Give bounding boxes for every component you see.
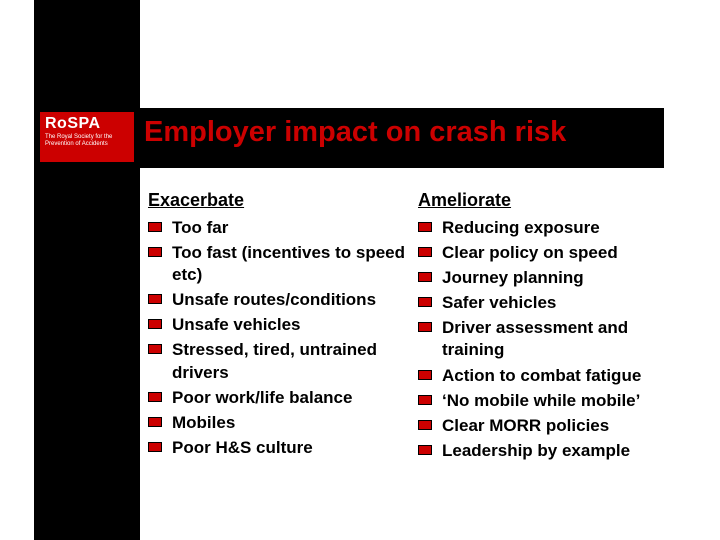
item-text: Driver assessment and training xyxy=(442,317,688,361)
left-black-bar xyxy=(34,0,140,540)
bullet-icon xyxy=(418,445,432,455)
bullet-icon xyxy=(418,222,432,232)
bullet-icon xyxy=(418,247,432,257)
item-text: Too fast (incentives to speed etc) xyxy=(172,242,418,286)
list-item: Unsafe routes/conditions xyxy=(148,289,418,311)
right-heading: Ameliorate xyxy=(418,190,688,211)
bullet-icon xyxy=(148,417,162,427)
item-text: Poor H&S culture xyxy=(172,437,321,459)
list-item: Too fast (incentives to speed etc) xyxy=(148,242,418,286)
logo-main-text: RoSPA xyxy=(45,116,129,132)
bullet-icon xyxy=(418,420,432,430)
list-item: Poor H&S culture xyxy=(148,437,418,459)
list-item: Reducing exposure xyxy=(418,217,688,239)
item-text: Action to combat fatigue xyxy=(442,365,649,387)
logo: RoSPA The Royal Society for the Preventi… xyxy=(40,112,134,162)
item-text: Unsafe routes/conditions xyxy=(172,289,384,311)
bullet-icon xyxy=(148,294,162,304)
list-item: Mobiles xyxy=(148,412,418,434)
item-text: Leadership by example xyxy=(442,440,638,462)
item-text: Clear policy on speed xyxy=(442,242,626,264)
list-item: Clear policy on speed xyxy=(418,242,688,264)
item-text: Clear MORR policies xyxy=(442,415,617,437)
list-item: Driver assessment and training xyxy=(418,317,688,361)
bullet-icon xyxy=(418,297,432,307)
right-column: Ameliorate Reducing exposure Clear polic… xyxy=(418,190,688,465)
list-item: Action to combat fatigue xyxy=(418,365,688,387)
list-item: Journey planning xyxy=(418,267,688,289)
bullet-icon xyxy=(148,222,162,232)
slide: RoSPA The Royal Society for the Preventi… xyxy=(0,0,720,540)
bullet-icon xyxy=(418,272,432,282)
list-item: Clear MORR policies xyxy=(418,415,688,437)
list-item: ‘No mobile while mobile’ xyxy=(418,390,688,412)
bullet-icon xyxy=(418,370,432,380)
bullet-icon xyxy=(148,392,162,402)
bullet-icon xyxy=(148,247,162,257)
bullet-icon xyxy=(148,442,162,452)
bullet-icon xyxy=(148,319,162,329)
logo-sub-text: The Royal Society for the Prevention of … xyxy=(45,134,129,147)
item-text: Safer vehicles xyxy=(442,292,564,314)
list-item: Poor work/life balance xyxy=(148,387,418,409)
item-text: Unsafe vehicles xyxy=(172,314,309,336)
item-text: Reducing exposure xyxy=(442,217,608,239)
item-text: Too far xyxy=(172,217,236,239)
content-area: Exacerbate Too far Too fast (incentives … xyxy=(148,190,688,465)
bullet-icon xyxy=(418,322,432,332)
item-text: ‘No mobile while mobile’ xyxy=(442,390,648,412)
bullet-icon xyxy=(148,344,162,354)
slide-title: Employer impact on crash risk xyxy=(144,116,566,149)
list-item: Stressed, tired, untrained drivers xyxy=(148,339,418,383)
item-text: Poor work/life balance xyxy=(172,387,360,409)
list-item: Safer vehicles xyxy=(418,292,688,314)
left-column: Exacerbate Too far Too fast (incentives … xyxy=(148,190,418,465)
bullet-icon xyxy=(418,395,432,405)
list-item: Unsafe vehicles xyxy=(148,314,418,336)
item-text: Stressed, tired, untrained drivers xyxy=(172,339,418,383)
item-text: Mobiles xyxy=(172,412,243,434)
item-text: Journey planning xyxy=(442,267,592,289)
list-item: Too far xyxy=(148,217,418,239)
list-item: Leadership by example xyxy=(418,440,688,462)
left-heading: Exacerbate xyxy=(148,190,418,211)
